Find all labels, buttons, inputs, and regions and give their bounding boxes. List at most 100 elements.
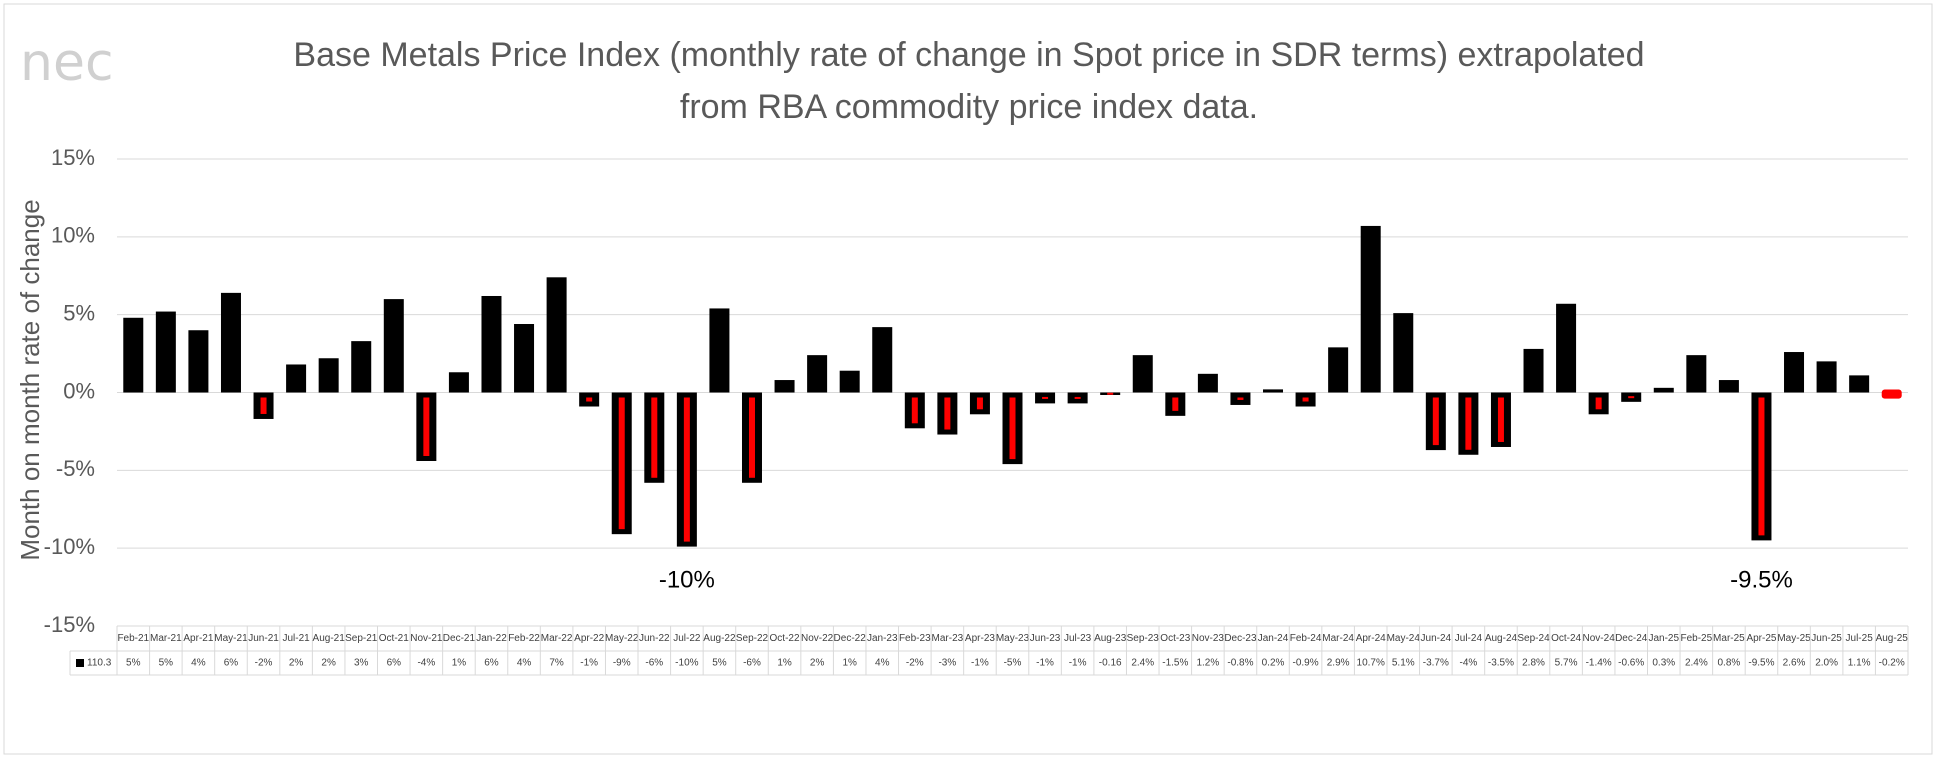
y-tick-label: 10% — [51, 223, 95, 248]
bar-inner — [260, 397, 267, 414]
table-value: -1.5% — [1162, 658, 1188, 669]
table-value: 4% — [875, 658, 890, 669]
table-value: 2.4% — [1131, 658, 1154, 669]
table-value: -2% — [906, 658, 924, 669]
x-tick-label: Aug-21 — [313, 633, 346, 644]
table-value: 0.8% — [1718, 658, 1741, 669]
y-axis-title: Month on month rate of change — [15, 199, 45, 560]
x-tick-label: May-25 — [1777, 633, 1811, 644]
table-value: -1% — [580, 658, 598, 669]
x-tick-label: Dec-21 — [443, 633, 476, 644]
bar — [1816, 361, 1837, 393]
logo: nec — [20, 33, 114, 93]
table-value: 6% — [224, 658, 239, 669]
bar-inner — [586, 397, 593, 402]
x-tick-label: Apr-24 — [1356, 633, 1386, 644]
table-value: 5.7% — [1555, 658, 1578, 669]
x-tick-label: Aug-23 — [1094, 633, 1127, 644]
table-value: 2.0% — [1815, 658, 1838, 669]
x-tick-label: Mar-23 — [932, 633, 964, 644]
x-tick-label: Jul-22 — [673, 633, 701, 644]
bar-inner — [1074, 396, 1081, 399]
table-value: 2.4% — [1685, 658, 1708, 669]
bar — [1328, 347, 1349, 393]
bar-inner — [1758, 397, 1765, 536]
x-tick-label: Apr-22 — [574, 633, 604, 644]
x-tick-label: Sep-24 — [1517, 633, 1550, 644]
table-value: -9.5% — [1748, 658, 1774, 669]
table-value: -9% — [613, 658, 631, 669]
x-tick-label: Aug-22 — [703, 633, 736, 644]
bar — [286, 364, 307, 393]
x-tick-label: Aug-25 — [1876, 633, 1909, 644]
table-value: 1% — [452, 658, 467, 669]
bar-inner — [911, 397, 918, 424]
x-tick-label: Nov-21 — [410, 633, 443, 644]
x-tick-label: Oct-24 — [1551, 633, 1581, 644]
table-value: 6% — [387, 658, 402, 669]
y-tick-label: 0% — [63, 378, 95, 403]
bar-inner — [1172, 397, 1179, 411]
bar — [1263, 389, 1284, 393]
table-value: -0.6% — [1618, 658, 1644, 669]
x-tick-label: Mar-25 — [1713, 633, 1745, 644]
bar — [1393, 313, 1414, 393]
bar — [383, 299, 404, 393]
bar-inner — [1465, 397, 1472, 450]
bar — [220, 292, 241, 393]
table-value: 2.9% — [1327, 658, 1350, 669]
x-tick-label: Dec-22 — [834, 633, 867, 644]
bar — [188, 330, 209, 393]
table-value: -4% — [417, 658, 435, 669]
x-tick-label: Feb-25 — [1680, 633, 1712, 644]
bar-inner — [683, 397, 690, 542]
bar-inner — [1237, 397, 1244, 400]
bar — [1686, 355, 1707, 393]
table-value: -0.9% — [1293, 658, 1319, 669]
x-tick-label: May-21 — [214, 633, 248, 644]
bar-inner — [423, 397, 430, 456]
table-value: 0.3% — [1652, 658, 1675, 669]
table-value: 2.8% — [1522, 658, 1545, 669]
table-value: -0.8% — [1227, 658, 1253, 669]
table-value: -0.2% — [1879, 658, 1905, 669]
y-tick-label: 15% — [51, 145, 95, 170]
table-value: -10% — [675, 658, 698, 669]
bar — [514, 324, 535, 393]
bar-inner — [1432, 397, 1439, 446]
bar — [1360, 225, 1381, 393]
table-value: 7% — [549, 658, 564, 669]
bar — [807, 355, 828, 393]
x-tick-label: Jun-23 — [1030, 633, 1061, 644]
table-value: -2% — [255, 658, 273, 669]
x-tick-label: Jul-25 — [1846, 633, 1874, 644]
bar-inner — [618, 397, 625, 530]
bar — [1523, 348, 1544, 393]
chart-title: Base Metals Price Index (monthly rate of… — [293, 36, 1644, 74]
table-value: 2% — [810, 658, 825, 669]
y-tick-label: -10% — [44, 534, 95, 559]
bar — [546, 277, 567, 393]
chart-title: from RBA commodity price index data. — [680, 88, 1258, 126]
bar-inner — [1107, 392, 1114, 395]
bar-inner — [1628, 396, 1635, 399]
table-value: 5.1% — [1392, 658, 1415, 669]
bar — [448, 372, 469, 393]
x-tick-label: Jun-22 — [639, 633, 670, 644]
bar — [1784, 352, 1805, 393]
y-tick-label: 5% — [63, 300, 95, 325]
x-tick-label: Nov-23 — [1192, 633, 1225, 644]
x-tick-label: Jan-22 — [476, 633, 507, 644]
bar-inner — [651, 397, 658, 478]
x-tick-label: May-24 — [1387, 633, 1421, 644]
x-tick-label: Mar-21 — [150, 633, 182, 644]
table-value: 5% — [159, 658, 174, 669]
bar-inner — [976, 397, 983, 410]
table-value: -3.7% — [1423, 658, 1449, 669]
x-tick-label: Jul-23 — [1064, 633, 1092, 644]
x-tick-label: Mar-24 — [1322, 633, 1354, 644]
x-tick-label: Jan-23 — [867, 633, 898, 644]
x-tick-label: Apr-25 — [1746, 633, 1776, 644]
x-tick-label: Sep-21 — [345, 633, 378, 644]
